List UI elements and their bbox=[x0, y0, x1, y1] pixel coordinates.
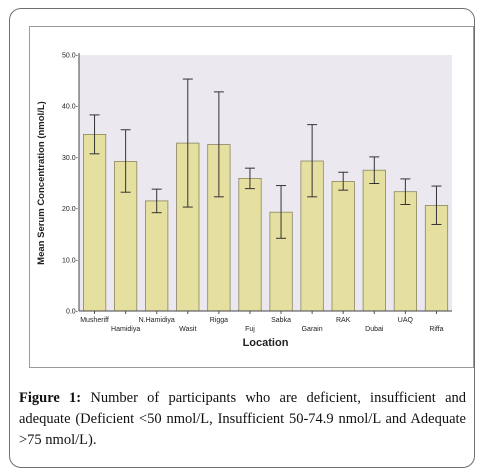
caption-text: Number of participants who are deficient… bbox=[19, 390, 467, 448]
x-tick-label: Rigga bbox=[210, 317, 228, 324]
bar-uaq bbox=[393, 191, 418, 312]
error-bar bbox=[213, 91, 224, 198]
error-bar bbox=[89, 114, 100, 155]
x-tick-label: Garain bbox=[302, 326, 323, 333]
y-tick-label: 50.0- bbox=[62, 53, 79, 60]
x-tick-label: Dubai bbox=[365, 326, 384, 333]
x-tick-label: Musheriff bbox=[80, 317, 109, 324]
bar-musheriff bbox=[83, 133, 107, 312]
error-bar bbox=[338, 171, 349, 191]
x-tick-label: Sabka bbox=[271, 317, 291, 324]
x-tick-label: Riffa bbox=[429, 326, 443, 333]
error-bar bbox=[400, 178, 411, 206]
y-tick-label: 20.0- bbox=[62, 206, 79, 213]
error-bar bbox=[307, 124, 318, 198]
x-tick-label: Wasit bbox=[179, 326, 196, 333]
y-tick-label: 40.0- bbox=[62, 104, 79, 111]
plot-area bbox=[79, 55, 452, 311]
x-tick-label: N.Hamidiya bbox=[139, 317, 175, 324]
bar-rak bbox=[331, 181, 355, 312]
error-bar bbox=[276, 185, 287, 239]
error-bar bbox=[244, 167, 255, 190]
x-tick-label: UAQ bbox=[398, 317, 414, 324]
x-tick-label: Hamidiya bbox=[111, 326, 140, 333]
error-bar bbox=[369, 156, 380, 185]
bar-dubai bbox=[362, 169, 386, 312]
error-bar bbox=[151, 188, 162, 214]
x-tick-label: RAK bbox=[336, 317, 351, 324]
error-bar bbox=[120, 129, 131, 193]
x-tick-label: Fuj bbox=[245, 326, 255, 333]
y-tick-label: 0.0- bbox=[66, 309, 79, 316]
error-bars-group bbox=[89, 78, 442, 239]
y-tick-label: 10.0- bbox=[62, 257, 79, 264]
error-bar bbox=[182, 78, 193, 208]
bar-fuj bbox=[238, 177, 262, 312]
x-axis-label: Location bbox=[243, 337, 289, 349]
bar-nhamidiya bbox=[145, 200, 169, 312]
y-axis: 0.0- 10.0- 20.0- 30.0- 40.0- 50.0- bbox=[62, 53, 80, 316]
y-tick-label: 30.0- bbox=[62, 155, 79, 162]
caption-lead: Figure 1: bbox=[19, 390, 82, 406]
bars-group bbox=[83, 133, 449, 312]
error-bar bbox=[431, 185, 442, 225]
y-axis-label: Mean Serum Concentration (nmol/L) bbox=[36, 101, 47, 265]
figure-caption: Figure 1: Number of participants who are… bbox=[19, 388, 466, 451]
